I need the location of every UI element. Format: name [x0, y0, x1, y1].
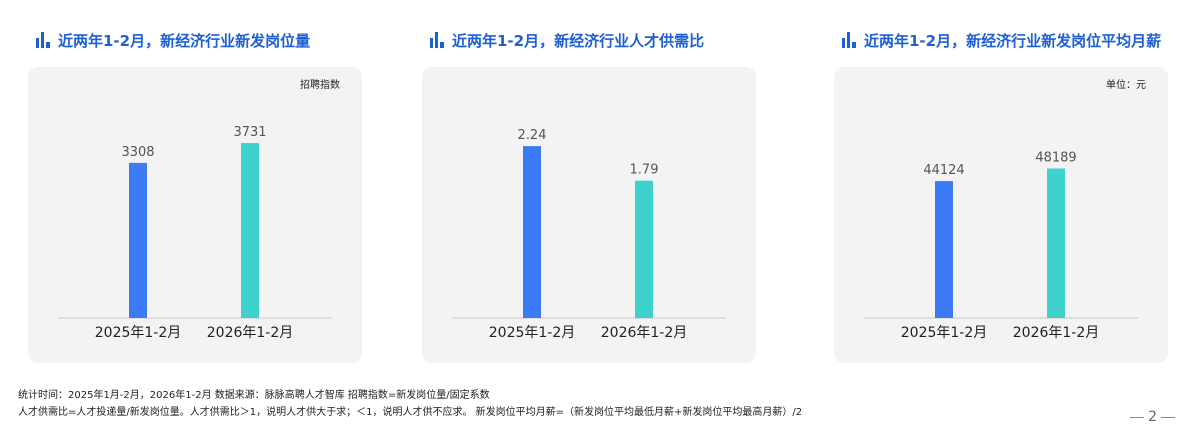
bar-1: [935, 181, 953, 318]
footnote-line-1: 统计时间：2025年1月-2月，2026年1-2月 数据来源：脉脉高聘人才智库 …: [18, 390, 490, 401]
bar-chart: 3308 2025年1-2月 3731 2026年1-2月: [58, 125, 332, 341]
x-tick-label-1: 2025年1-2月: [901, 325, 988, 341]
data-label-2: 1.79: [630, 163, 659, 178]
bar-chart-icon: [842, 32, 856, 48]
page-number-value: 2: [1148, 409, 1157, 425]
chart-title-row: 近两年1-2月，新经济行业新发岗位平均月薪: [842, 29, 1161, 51]
x-tick-label-1: 2025年1-2月: [95, 325, 182, 341]
bar-2: [241, 143, 259, 318]
chart-card: 招聘指数 3308 2025年1-2月 3731 2026年1-2月: [28, 67, 362, 363]
data-label-1: 44124: [923, 163, 964, 178]
x-tick-label-2: 2026年1-2月: [601, 325, 688, 341]
data-label-1: 3308: [121, 145, 154, 160]
bar-2: [635, 180, 653, 318]
chart-title: 近两年1-2月，新经济行业新发岗位平均月薪: [864, 31, 1162, 50]
footnote-line-2: 人才供需比=人才投递量/新发岗位量。人才供需比＞1，说明人才供大于求；＜1，说明…: [18, 407, 803, 418]
chart-panel-avg-salary: 近两年1-2月，新经济行业新发岗位平均月薪 单位：元 44124 2025年1-2…: [834, 0, 1174, 370]
page-number: 2: [1130, 409, 1175, 425]
chart-panel-job-volume: 近两年1-2月，新经济行业新发岗位量 招聘指数 3308 2025年1-2月 373…: [28, 0, 368, 370]
data-label-2: 48189: [1035, 150, 1076, 165]
x-tick-label-2: 2026年1-2月: [1013, 325, 1100, 341]
bar-chart: 2.24 2025年1-2月 1.79 2026年1-2月: [452, 128, 726, 341]
data-label-2: 3731: [233, 125, 266, 140]
x-tick-label-2: 2026年1-2月: [207, 325, 294, 341]
bar-chart: 44124 2025年1-2月 48189 2026年1-2月: [864, 150, 1138, 341]
dash-right: [1161, 416, 1175, 418]
bar-chart-icon: [36, 32, 50, 48]
unit-label: 单位：元: [1106, 80, 1146, 91]
chart-card: 单位：元 44124 2025年1-2月 48189 2026年1-2月: [834, 67, 1168, 363]
chart-title-row: 近两年1-2月，新经济行业人才供需比: [430, 29, 704, 51]
x-tick-label-1: 2025年1-2月: [489, 325, 576, 341]
unit-label: 招聘指数: [300, 80, 340, 91]
bar-chart-icon: [430, 32, 444, 48]
chart-card: 2.24 2025年1-2月 1.79 2026年1-2月: [422, 67, 756, 363]
chart-panel-supply-demand-ratio: 近两年1-2月，新经济行业人才供需比 2.24 2025年1-2月 1.79 2026…: [422, 0, 762, 370]
dash-left: [1130, 416, 1145, 418]
bar-2: [1047, 168, 1065, 318]
chart-title: 近两年1-2月，新经济行业新发岗位量: [58, 31, 311, 50]
bar-1: [129, 162, 147, 318]
bar-1: [523, 146, 541, 318]
chart-title: 近两年1-2月，新经济行业人才供需比: [452, 31, 705, 50]
chart-title-row: 近两年1-2月，新经济行业新发岗位量: [36, 29, 310, 51]
data-label-1: 2.24: [518, 128, 547, 143]
